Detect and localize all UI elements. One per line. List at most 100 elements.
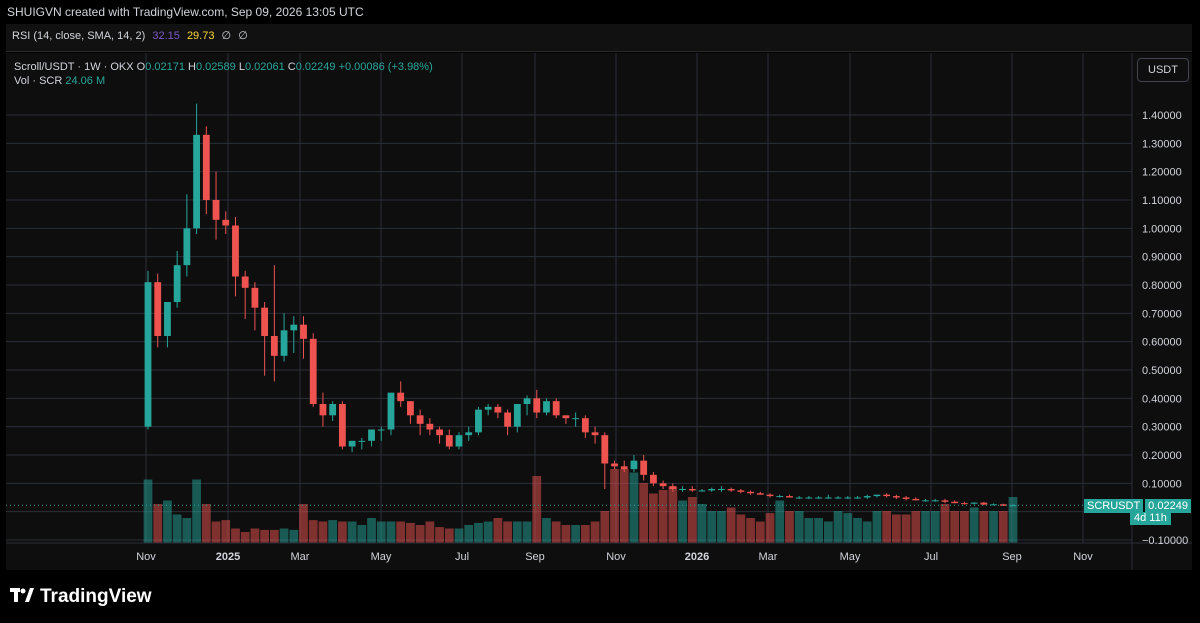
volume-bar <box>279 528 289 543</box>
candle-body <box>329 404 337 416</box>
candle-body <box>309 338 317 404</box>
volume-bar <box>260 529 270 543</box>
y-tick-label: 0.70000 <box>1142 308 1182 320</box>
y-tick-label: 1.20000 <box>1142 167 1182 179</box>
candlestick-chart[interactable]: 1.40000 1.30000 1.20000 1.10000 1.00000 0.900… <box>6 53 1192 570</box>
legend-close: 0.02249 <box>295 61 336 73</box>
x-tick-label: May <box>840 551 861 563</box>
legend-volume-label[interactable]: Vol · SCR <box>14 75 63 87</box>
candle-body <box>387 392 395 430</box>
last-price-tag: SCRUSDT 0.02249 <box>1084 499 1191 513</box>
candle-body <box>669 486 677 489</box>
candle-body <box>494 406 502 413</box>
candle-body <box>183 228 191 266</box>
volume-bar <box>649 493 658 543</box>
volume-bar <box>561 525 571 543</box>
candle-body <box>659 483 667 487</box>
volume-bar <box>396 521 406 543</box>
candle-body <box>455 435 463 447</box>
currency-button[interactable]: USDT <box>1137 58 1189 82</box>
volume-bar <box>357 525 367 543</box>
rsi-value-1: 32.15 <box>152 30 180 42</box>
volume-bar <box>668 486 678 543</box>
rsi-label: RSI (14, close, SMA, 14, 2) <box>12 30 146 42</box>
volume-bar <box>969 507 979 543</box>
volume-bar <box>532 476 542 543</box>
candle-body <box>416 415 424 424</box>
x-tick-label: 2026 <box>685 551 709 563</box>
rsi-indicator-pane[interactable]: RSI (14, close, SMA, 14, 2) 32.15 29.73 … <box>6 24 1192 52</box>
candle-body <box>620 466 628 470</box>
price-tag-value: 0.02249 <box>1145 499 1191 513</box>
volume-bar <box>775 500 785 543</box>
volume-bar <box>746 518 755 543</box>
volume-bar <box>551 521 561 543</box>
candle-body <box>377 429 385 431</box>
y-tick-label: 0.40000 <box>1142 393 1182 405</box>
volume-bar <box>901 514 911 543</box>
volume-bar <box>318 521 328 543</box>
chart-legend: Scroll/USDT · 1W · OKX O0.02171 H0.02589… <box>14 60 433 88</box>
volume-bar <box>299 504 308 543</box>
volume-bar <box>512 521 522 543</box>
x-tick-label: May <box>371 551 392 563</box>
volume-bar <box>872 511 882 543</box>
candle-body <box>572 418 580 420</box>
candle-body <box>990 504 997 506</box>
candle-body <box>727 489 735 491</box>
legend-open-label: O <box>136 61 146 73</box>
candle-body <box>300 324 307 339</box>
candle-body <box>338 404 346 447</box>
y-tick-label: −0.10000 <box>1142 535 1188 547</box>
candle-body <box>1009 505 1017 507</box>
volume-bar <box>726 507 736 543</box>
candle-body <box>922 500 929 502</box>
tradingview-logo-icon <box>10 588 34 610</box>
candle-body <box>358 440 366 442</box>
legend-close-label: C <box>287 61 296 73</box>
candle-body <box>708 489 716 491</box>
volume-bar <box>415 525 425 543</box>
candle-body <box>698 490 706 492</box>
candle-body <box>649 474 657 484</box>
volume-bar <box>921 511 930 543</box>
volume-bar <box>143 479 153 543</box>
candle-body <box>892 496 900 498</box>
volume-bar <box>571 525 581 543</box>
volume-bar <box>454 528 464 543</box>
y-tick-label: 0.60000 <box>1142 337 1182 349</box>
candle-body <box>844 497 852 499</box>
candle-body <box>980 502 988 505</box>
volume-bar <box>940 504 950 543</box>
x-tick-label: Jul <box>455 551 469 563</box>
volume-bar <box>950 511 960 543</box>
volume-bar <box>814 518 823 543</box>
volume-bar <box>542 518 551 543</box>
chart-area[interactable]: 1.40000 1.30000 1.20000 1.10000 1.00000 0.900… <box>6 53 1192 570</box>
candle-body <box>795 497 803 499</box>
volume-bar <box>444 528 454 543</box>
volume-bar <box>823 521 833 543</box>
candle-body <box>261 307 269 336</box>
legend-symbol[interactable]: Scroll/USDT · 1W · OKX <box>14 61 134 73</box>
candle-body <box>222 219 230 226</box>
volume-bar <box>619 469 629 543</box>
candle-body <box>737 490 745 492</box>
volume-bar <box>338 521 347 543</box>
y-tick-label: 1.40000 <box>1142 110 1182 122</box>
volume-bar <box>474 522 483 543</box>
volume-bar <box>522 521 532 543</box>
candle-body <box>193 134 200 229</box>
y-tick-label: 0.30000 <box>1142 422 1182 434</box>
x-tick-label: Sep <box>1002 551 1022 563</box>
candle-body <box>533 398 541 413</box>
candle-body <box>951 501 959 504</box>
legend-high: 0.02589 <box>196 61 236 73</box>
x-tick-label: Jul <box>924 551 938 563</box>
candle-body <box>348 440 356 447</box>
candle-body <box>747 491 754 494</box>
candle-body <box>718 489 725 490</box>
candle-body <box>902 497 910 499</box>
volume-bar <box>347 521 357 543</box>
volume-bar <box>736 514 746 543</box>
